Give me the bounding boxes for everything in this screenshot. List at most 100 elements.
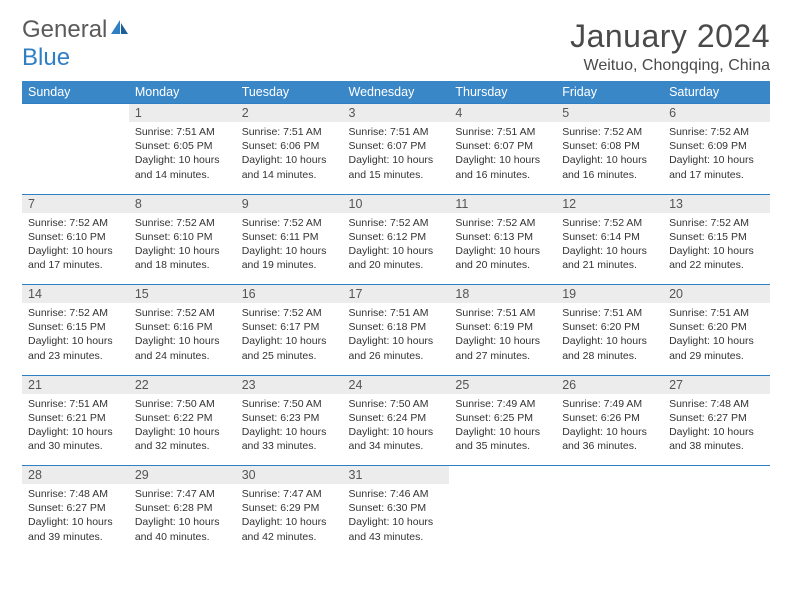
day-number-cell: 2 <box>236 104 343 123</box>
day-number-cell: 25 <box>449 375 556 394</box>
day-number-cell: 31 <box>343 466 450 485</box>
day-number-cell: 17 <box>343 285 450 304</box>
page-header: General January 2024 Weituo, Chongqing, … <box>22 18 770 75</box>
day-number-cell: 24 <box>343 375 450 394</box>
day-details-cell: Sunrise: 7:48 AMSunset: 6:27 PMDaylight:… <box>22 484 129 554</box>
day-details-cell <box>663 484 770 554</box>
day-details-cell: Sunrise: 7:52 AMSunset: 6:13 PMDaylight:… <box>449 213 556 285</box>
day-number-cell: 29 <box>129 466 236 485</box>
dow-saturday: Saturday <box>663 81 770 104</box>
day-details-cell: Sunrise: 7:52 AMSunset: 6:09 PMDaylight:… <box>663 122 770 194</box>
day-number-cell: 10 <box>343 194 450 213</box>
day-number-row: 123456 <box>22 104 770 123</box>
day-details-row: Sunrise: 7:51 AMSunset: 6:21 PMDaylight:… <box>22 394 770 466</box>
day-details-cell <box>556 484 663 554</box>
dow-monday: Monday <box>129 81 236 104</box>
day-number-cell: 4 <box>449 104 556 123</box>
day-details-cell: Sunrise: 7:50 AMSunset: 6:22 PMDaylight:… <box>129 394 236 466</box>
day-details-row: Sunrise: 7:48 AMSunset: 6:27 PMDaylight:… <box>22 484 770 554</box>
day-number-cell <box>663 466 770 485</box>
day-details-cell: Sunrise: 7:52 AMSunset: 6:17 PMDaylight:… <box>236 303 343 375</box>
day-number-row: 78910111213 <box>22 194 770 213</box>
day-details-cell: Sunrise: 7:52 AMSunset: 6:08 PMDaylight:… <box>556 122 663 194</box>
day-number-cell: 30 <box>236 466 343 485</box>
dow-thursday: Thursday <box>449 81 556 104</box>
day-number-cell: 28 <box>22 466 129 485</box>
day-details-cell: Sunrise: 7:46 AMSunset: 6:30 PMDaylight:… <box>343 484 450 554</box>
day-details-cell: Sunrise: 7:51 AMSunset: 6:19 PMDaylight:… <box>449 303 556 375</box>
logo-text-blue: Blue <box>22 44 70 72</box>
day-details-cell: Sunrise: 7:52 AMSunset: 6:15 PMDaylight:… <box>22 303 129 375</box>
day-number-cell <box>556 466 663 485</box>
day-number-cell: 3 <box>343 104 450 123</box>
day-details-cell: Sunrise: 7:47 AMSunset: 6:29 PMDaylight:… <box>236 484 343 554</box>
calendar-week: 28293031Sunrise: 7:48 AMSunset: 6:27 PMD… <box>22 466 770 554</box>
day-details-row: Sunrise: 7:52 AMSunset: 6:10 PMDaylight:… <box>22 213 770 285</box>
day-number-row: 14151617181920 <box>22 285 770 304</box>
day-number-cell: 12 <box>556 194 663 213</box>
day-number-cell <box>22 104 129 123</box>
day-number-cell: 18 <box>449 285 556 304</box>
day-number-cell: 23 <box>236 375 343 394</box>
day-details-row: Sunrise: 7:51 AMSunset: 6:05 PMDaylight:… <box>22 122 770 194</box>
day-details-cell: Sunrise: 7:52 AMSunset: 6:15 PMDaylight:… <box>663 213 770 285</box>
day-number-cell: 13 <box>663 194 770 213</box>
calendar-week: 123456Sunrise: 7:51 AMSunset: 6:05 PMDay… <box>22 104 770 195</box>
day-details-cell: Sunrise: 7:52 AMSunset: 6:16 PMDaylight:… <box>129 303 236 375</box>
day-number-cell: 5 <box>556 104 663 123</box>
day-details-cell: Sunrise: 7:48 AMSunset: 6:27 PMDaylight:… <box>663 394 770 466</box>
day-number-cell: 11 <box>449 194 556 213</box>
calendar-week: 21222324252627Sunrise: 7:51 AMSunset: 6:… <box>22 375 770 466</box>
day-details-cell: Sunrise: 7:51 AMSunset: 6:20 PMDaylight:… <box>556 303 663 375</box>
calendar-week: 78910111213Sunrise: 7:52 AMSunset: 6:10 … <box>22 194 770 285</box>
day-details-cell: Sunrise: 7:51 AMSunset: 6:18 PMDaylight:… <box>343 303 450 375</box>
day-details-cell: Sunrise: 7:47 AMSunset: 6:28 PMDaylight:… <box>129 484 236 554</box>
day-details-cell: Sunrise: 7:52 AMSunset: 6:12 PMDaylight:… <box>343 213 450 285</box>
day-number-cell: 19 <box>556 285 663 304</box>
day-of-week-row: Sunday Monday Tuesday Wednesday Thursday… <box>22 81 770 104</box>
day-number-row: 28293031 <box>22 466 770 485</box>
logo: General <box>22 18 129 43</box>
day-number-cell: 16 <box>236 285 343 304</box>
day-number-cell: 7 <box>22 194 129 213</box>
day-details-cell <box>449 484 556 554</box>
day-number-cell: 15 <box>129 285 236 304</box>
day-number-cell <box>449 466 556 485</box>
day-number-cell: 1 <box>129 104 236 123</box>
day-details-cell: Sunrise: 7:51 AMSunset: 6:20 PMDaylight:… <box>663 303 770 375</box>
day-number-row: 21222324252627 <box>22 375 770 394</box>
day-details-cell <box>22 122 129 194</box>
day-details-cell: Sunrise: 7:51 AMSunset: 6:07 PMDaylight:… <box>343 122 450 194</box>
day-number-cell: 8 <box>129 194 236 213</box>
day-details-row: Sunrise: 7:52 AMSunset: 6:15 PMDaylight:… <box>22 303 770 375</box>
day-number-cell: 20 <box>663 285 770 304</box>
day-number-cell: 9 <box>236 194 343 213</box>
title-block: January 2024 Weituo, Chongqing, China <box>570 18 770 75</box>
day-details-cell: Sunrise: 7:50 AMSunset: 6:24 PMDaylight:… <box>343 394 450 466</box>
day-details-cell: Sunrise: 7:52 AMSunset: 6:10 PMDaylight:… <box>129 213 236 285</box>
day-number-cell: 26 <box>556 375 663 394</box>
location-line: Weituo, Chongqing, China <box>570 57 770 75</box>
calendar-week: 14151617181920Sunrise: 7:52 AMSunset: 6:… <box>22 285 770 376</box>
day-details-cell: Sunrise: 7:49 AMSunset: 6:26 PMDaylight:… <box>556 394 663 466</box>
dow-wednesday: Wednesday <box>343 81 450 104</box>
dow-tuesday: Tuesday <box>236 81 343 104</box>
day-details-cell: Sunrise: 7:51 AMSunset: 6:07 PMDaylight:… <box>449 122 556 194</box>
month-title: January 2024 <box>570 18 770 55</box>
day-number-cell: 14 <box>22 285 129 304</box>
sail-icon <box>109 18 129 43</box>
dow-friday: Friday <box>556 81 663 104</box>
day-details-cell: Sunrise: 7:51 AMSunset: 6:21 PMDaylight:… <box>22 394 129 466</box>
calendar-table: Sunday Monday Tuesday Wednesday Thursday… <box>22 81 770 554</box>
day-details-cell: Sunrise: 7:50 AMSunset: 6:23 PMDaylight:… <box>236 394 343 466</box>
day-number-cell: 21 <box>22 375 129 394</box>
day-number-cell: 22 <box>129 375 236 394</box>
day-details-cell: Sunrise: 7:52 AMSunset: 6:11 PMDaylight:… <box>236 213 343 285</box>
day-details-cell: Sunrise: 7:52 AMSunset: 6:14 PMDaylight:… <box>556 213 663 285</box>
day-number-cell: 27 <box>663 375 770 394</box>
day-details-cell: Sunrise: 7:51 AMSunset: 6:05 PMDaylight:… <box>129 122 236 194</box>
day-details-cell: Sunrise: 7:52 AMSunset: 6:10 PMDaylight:… <box>22 213 129 285</box>
day-details-cell: Sunrise: 7:51 AMSunset: 6:06 PMDaylight:… <box>236 122 343 194</box>
dow-sunday: Sunday <box>22 81 129 104</box>
logo-text-gray: General <box>22 18 107 42</box>
